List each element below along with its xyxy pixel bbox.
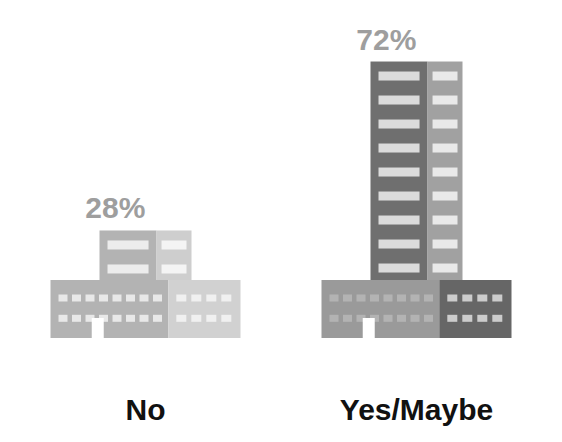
window [113,315,122,322]
window [126,315,135,322]
window [411,315,420,322]
window [330,295,339,302]
window [433,168,458,177]
chart: 28% No 72% Yes/Maybe [0,0,562,442]
window [447,295,457,302]
window [433,240,458,249]
window [433,72,458,81]
category-label: No [126,393,166,426]
window [462,315,472,322]
window [221,315,231,322]
window [176,315,186,322]
window [433,216,458,225]
building-bar [322,62,512,338]
window [433,192,458,201]
building-bar [51,230,241,338]
window [379,72,420,81]
window [379,192,420,201]
tower-side [157,230,192,280]
window [162,240,187,249]
podium-side [168,280,240,338]
window [113,295,122,302]
window [424,315,433,322]
window [206,315,216,322]
window [176,295,186,302]
window [191,295,201,302]
window [433,144,458,153]
window [343,315,352,322]
window [477,315,487,322]
window [162,264,187,273]
window [140,315,149,322]
window [206,295,216,302]
window [384,315,393,322]
window [99,295,108,302]
window [397,315,406,322]
tower-front [100,230,157,280]
data-label: 72% [356,23,416,56]
window [411,295,420,302]
window [379,240,420,249]
window [153,295,162,302]
window [59,315,68,322]
tower-front [371,62,428,280]
door [363,318,375,338]
window [140,295,149,302]
window [357,295,366,302]
window [379,264,420,273]
podium-side [439,280,511,338]
window [72,315,81,322]
window [191,315,201,322]
window [379,96,420,105]
window [221,295,231,302]
window [153,315,162,322]
window [433,96,458,105]
window [477,295,487,302]
category-label: Yes/Maybe [340,393,493,426]
window [108,264,149,273]
window [343,295,352,302]
window [330,315,339,322]
window [379,168,420,177]
window [433,120,458,129]
window [397,295,406,302]
podium-front [51,280,169,338]
tower-side [428,62,463,280]
window [379,144,420,153]
window [370,295,379,302]
window [424,295,433,302]
marks [51,62,512,338]
podium-front [322,280,440,338]
window [126,295,135,302]
window [379,216,420,225]
data-label: 28% [85,191,145,224]
window [384,295,393,302]
window [108,240,149,249]
window [72,295,81,302]
window [379,120,420,129]
window [433,264,458,273]
window [462,295,472,302]
door [92,318,104,338]
window [59,295,68,302]
window [492,295,502,302]
window [447,315,457,322]
window [86,295,95,302]
window [492,315,502,322]
